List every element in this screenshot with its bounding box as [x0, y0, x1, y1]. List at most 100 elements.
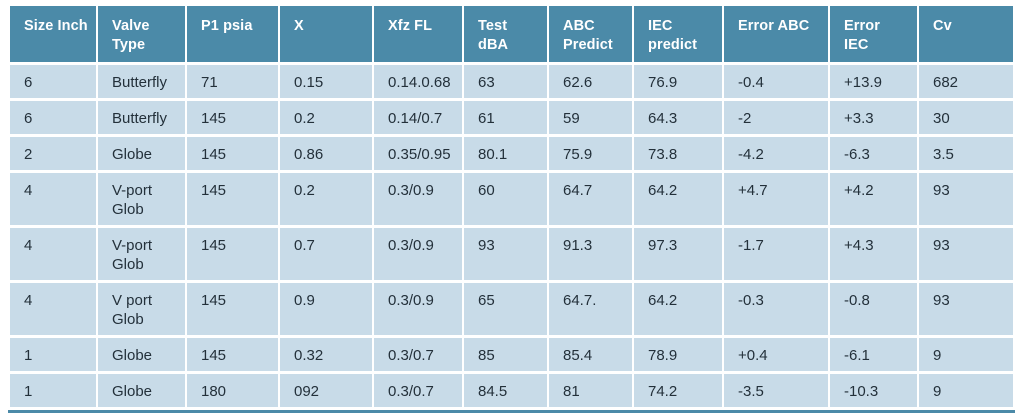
table-cell: 0.3/0.9 — [374, 283, 462, 335]
table-cell: +13.9 — [830, 65, 917, 98]
table-cell: -2 — [724, 101, 828, 134]
column-header: P1 psia — [187, 6, 278, 62]
table-cell: 9 — [919, 374, 1013, 407]
table-cell: 64.2 — [634, 283, 722, 335]
table-cell: V port Glob — [98, 283, 185, 335]
column-header: Error ABC — [724, 6, 828, 62]
table-cell: 60 — [464, 173, 547, 225]
table-cell: 78.9 — [634, 338, 722, 371]
table-cell: 145 — [187, 137, 278, 170]
table-cell: +4.2 — [830, 173, 917, 225]
table-cell: 3.5 — [919, 137, 1013, 170]
table-cell: 1 — [10, 374, 96, 407]
table-cell: 145 — [187, 283, 278, 335]
table-cell: 30 — [919, 101, 1013, 134]
table-cell: 93 — [919, 173, 1013, 225]
table-cell: 0.32 — [280, 338, 372, 371]
table-row: 2 Globe 145 0.86 0.35/0.95 80.1 75.9 73.8 -4.2 -6… — [10, 137, 1013, 170]
table-cell: 91.3 — [549, 228, 632, 280]
table-cell: +0.4 — [724, 338, 828, 371]
table-cell: 74.2 — [634, 374, 722, 407]
table-cell: Globe — [98, 338, 185, 371]
table-cell: 0.15 — [280, 65, 372, 98]
table-cell: 2 — [10, 137, 96, 170]
table-header-row: Size Inch Valve Type P1 psia X Xfz FL Test dB… — [10, 6, 1013, 62]
table-body: 6 Butterfly 71 0.15 0.14.0.68 63 62.6 76.9 -0.4 +… — [10, 65, 1013, 407]
table-cell: 180 — [187, 374, 278, 407]
table-cell: -3.5 — [724, 374, 828, 407]
valve-noise-table: Size Inch Valve Type P1 psia X Xfz FL Test dB… — [8, 3, 1015, 413]
table-cell: 63 — [464, 65, 547, 98]
column-header: Cv — [919, 6, 1013, 62]
table-cell: 0.14.0.68 — [374, 65, 462, 98]
table-cell: 85 — [464, 338, 547, 371]
table-cell: 81 — [549, 374, 632, 407]
table-cell: 75.9 — [549, 137, 632, 170]
table-cell: 64.7. — [549, 283, 632, 335]
table-cell: -6.1 — [830, 338, 917, 371]
table-cell: 145 — [187, 228, 278, 280]
table-cell: 092 — [280, 374, 372, 407]
table-cell: 1 — [10, 338, 96, 371]
column-header: Valve Type — [98, 6, 185, 62]
table-cell: -1.7 — [724, 228, 828, 280]
table-cell: 97.3 — [634, 228, 722, 280]
table-cell: 71 — [187, 65, 278, 98]
table-cell: 59 — [549, 101, 632, 134]
table-row: 6 Butterfly 71 0.15 0.14.0.68 63 62.6 76.9 -0.4 +… — [10, 65, 1013, 98]
table-row: 1 Globe 180 092 0.3/0.7 84.5 81 74.2 -3.5 -10.3 9 — [10, 374, 1013, 407]
table-cell: 64.7 — [549, 173, 632, 225]
page: { "colors": { "header_bg": "#4B8AA8", "r… — [8, 6, 1015, 413]
table-cell: 93 — [919, 228, 1013, 280]
table-cell: -0.4 — [724, 65, 828, 98]
table-cell: 145 — [187, 101, 278, 134]
table-row: 4 V-port Glob 145 0.2 0.3/0.9 60 64.7 64.2 +4.7 +… — [10, 173, 1013, 225]
table-cell: 145 — [187, 338, 278, 371]
table-cell: 64.3 — [634, 101, 722, 134]
column-header: Error IEC — [830, 6, 917, 62]
table-cell: 0.3/0.7 — [374, 338, 462, 371]
column-header: Test dBA — [464, 6, 547, 62]
column-header: Size Inch — [10, 6, 96, 62]
table-cell: 145 — [187, 173, 278, 225]
table-cell: 9 — [919, 338, 1013, 371]
table-cell: -0.3 — [724, 283, 828, 335]
table-cell: -0.8 — [830, 283, 917, 335]
table-cell: 4 — [10, 283, 96, 335]
table-cell: V-port Glob — [98, 228, 185, 280]
table-cell: Butterfly — [98, 101, 185, 134]
table-cell: -6.3 — [830, 137, 917, 170]
column-header: IEC predict — [634, 6, 722, 62]
table-cell: 62.6 — [549, 65, 632, 98]
table-cell: 682 — [919, 65, 1013, 98]
table-cell: 64.2 — [634, 173, 722, 225]
table-cell: -10.3 — [830, 374, 917, 407]
table-cell: Globe — [98, 374, 185, 407]
table-header: Size Inch Valve Type P1 psia X Xfz FL Test dB… — [10, 6, 1013, 62]
table-cell: 84.5 — [464, 374, 547, 407]
column-header: X — [280, 6, 372, 62]
table-cell: 76.9 — [634, 65, 722, 98]
table-cell: 4 — [10, 173, 96, 225]
table-cell: 6 — [10, 101, 96, 134]
table-row: 4 V-port Glob 145 0.7 0.3/0.9 93 91.3 97.3 -1.7 +… — [10, 228, 1013, 280]
table-cell: 4 — [10, 228, 96, 280]
table-cell: 80.1 — [464, 137, 547, 170]
table-cell: 0.86 — [280, 137, 372, 170]
table-cell: Globe — [98, 137, 185, 170]
table-cell: 6 — [10, 65, 96, 98]
table-cell: 73.8 — [634, 137, 722, 170]
table-cell: 0.3/0.9 — [374, 228, 462, 280]
table-cell: Butterfly — [98, 65, 185, 98]
table-cell: -4.2 — [724, 137, 828, 170]
table-cell: +4.7 — [724, 173, 828, 225]
table-cell: 0.7 — [280, 228, 372, 280]
column-header: ABC Predict — [549, 6, 632, 62]
table-cell: V-port Glob — [98, 173, 185, 225]
table-row: 6 Butterfly 145 0.2 0.14/0.7 61 59 64.3 -2 +3.3 30 — [10, 101, 1013, 134]
table-row: 1 Globe 145 0.32 0.3/0.7 85 85.4 78.9 +0.4 -6.1 9 — [10, 338, 1013, 371]
table-cell: +3.3 — [830, 101, 917, 134]
table-cell: 0.2 — [280, 101, 372, 134]
